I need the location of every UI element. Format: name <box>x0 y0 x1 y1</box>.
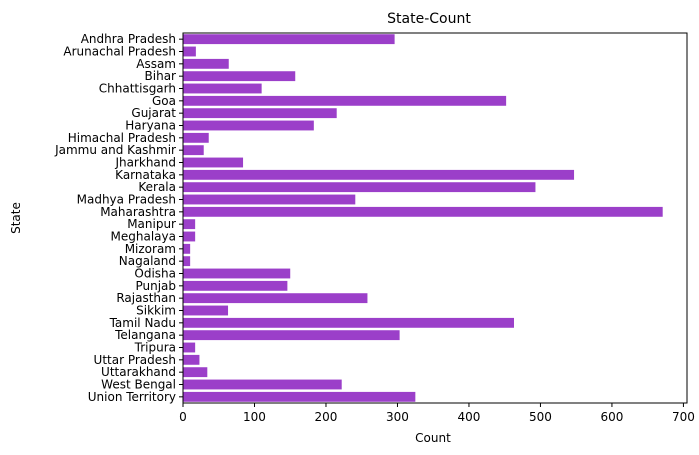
bar <box>183 268 291 279</box>
y-tick-label: Sikkim <box>136 304 176 318</box>
y-tick-label: Jammu and Kashmir <box>54 143 176 157</box>
x-tick-label: 400 <box>458 410 481 424</box>
bar <box>183 243 191 254</box>
plot-frame <box>182 32 688 404</box>
bar <box>183 305 229 316</box>
bar <box>183 231 196 242</box>
y-tick-label: Madhya Pradesh <box>77 193 176 207</box>
y-tick-label: Himachal Pradesh <box>68 131 176 145</box>
bar <box>183 342 196 353</box>
y-tick-label: Uttarakhand <box>101 365 176 379</box>
y-tick-label: Bihar <box>145 69 177 83</box>
y-axis-label: State <box>9 202 23 234</box>
bar <box>183 145 204 156</box>
y-tick-label: Manipur <box>127 217 176 231</box>
bar <box>183 256 191 267</box>
bar <box>183 34 395 45</box>
bars-group <box>183 34 663 402</box>
bar <box>183 132 209 143</box>
y-tick-label: Kerala <box>138 180 176 194</box>
bar <box>183 182 536 193</box>
bar <box>183 58 229 69</box>
x-tick-label: 700 <box>672 410 695 424</box>
y-tick-label: Karnataka <box>115 168 176 182</box>
y-tick-label: Maharashtra <box>100 205 176 219</box>
bar <box>183 317 514 328</box>
x-tick-label: 100 <box>243 410 266 424</box>
x-tick-label: 300 <box>386 410 409 424</box>
bar <box>183 169 575 180</box>
y-tick-label: Mizoram <box>125 242 176 256</box>
bar <box>183 120 314 131</box>
bar <box>183 206 663 217</box>
bar <box>183 95 507 106</box>
bar <box>183 108 337 119</box>
y-tick-label: Nagaland <box>119 254 176 268</box>
y-tick-label: Odisha <box>134 267 176 281</box>
y-tick-label: Tamil Nadu <box>109 316 176 330</box>
bar <box>183 391 416 402</box>
x-tick-labels: 0 100 200 300 400 500 600 700 <box>179 403 695 424</box>
x-tick-label: 600 <box>600 410 623 424</box>
bar <box>183 46 196 57</box>
y-tick-label: Arunachal Pradesh <box>63 45 176 59</box>
y-tick-label: Haryana <box>125 119 176 133</box>
y-tick-label: Punjab <box>135 279 176 293</box>
bar <box>183 379 342 390</box>
y-tick-label: Andhra Pradesh <box>81 32 176 46</box>
y-tick-label: Meghalaya <box>111 230 176 244</box>
chart-title: State-Count <box>387 11 471 27</box>
bar <box>183 280 288 291</box>
y-tick-label: Jharkhand <box>114 156 176 170</box>
x-axis-label: Count <box>415 431 451 445</box>
y-tick-label: Union Territory <box>88 390 176 404</box>
x-tick-label: 0 <box>179 410 187 424</box>
bar <box>183 330 400 341</box>
y-tick-label: West Bengal <box>101 378 176 392</box>
bar <box>183 194 356 205</box>
bar <box>183 354 200 365</box>
bar <box>183 71 296 82</box>
y-tick-label: Tripura <box>134 341 176 355</box>
x-tick-label: 500 <box>529 410 552 424</box>
y-tick-label: Telangana <box>114 328 176 342</box>
x-tick-label: 200 <box>315 410 338 424</box>
bar <box>183 219 196 230</box>
y-tick-label: Chhattisgarh <box>99 82 176 96</box>
y-tick-label: Rajasthan <box>116 291 176 305</box>
y-tick-label: Assam <box>136 57 176 71</box>
bar <box>183 293 368 304</box>
y-tick-label: Gujarat <box>131 106 176 120</box>
y-tick-label: Uttar Pradesh <box>94 353 176 367</box>
y-tick-label: Goa <box>152 94 176 108</box>
bar <box>183 157 244 168</box>
bar <box>183 83 262 94</box>
bar <box>183 367 208 378</box>
